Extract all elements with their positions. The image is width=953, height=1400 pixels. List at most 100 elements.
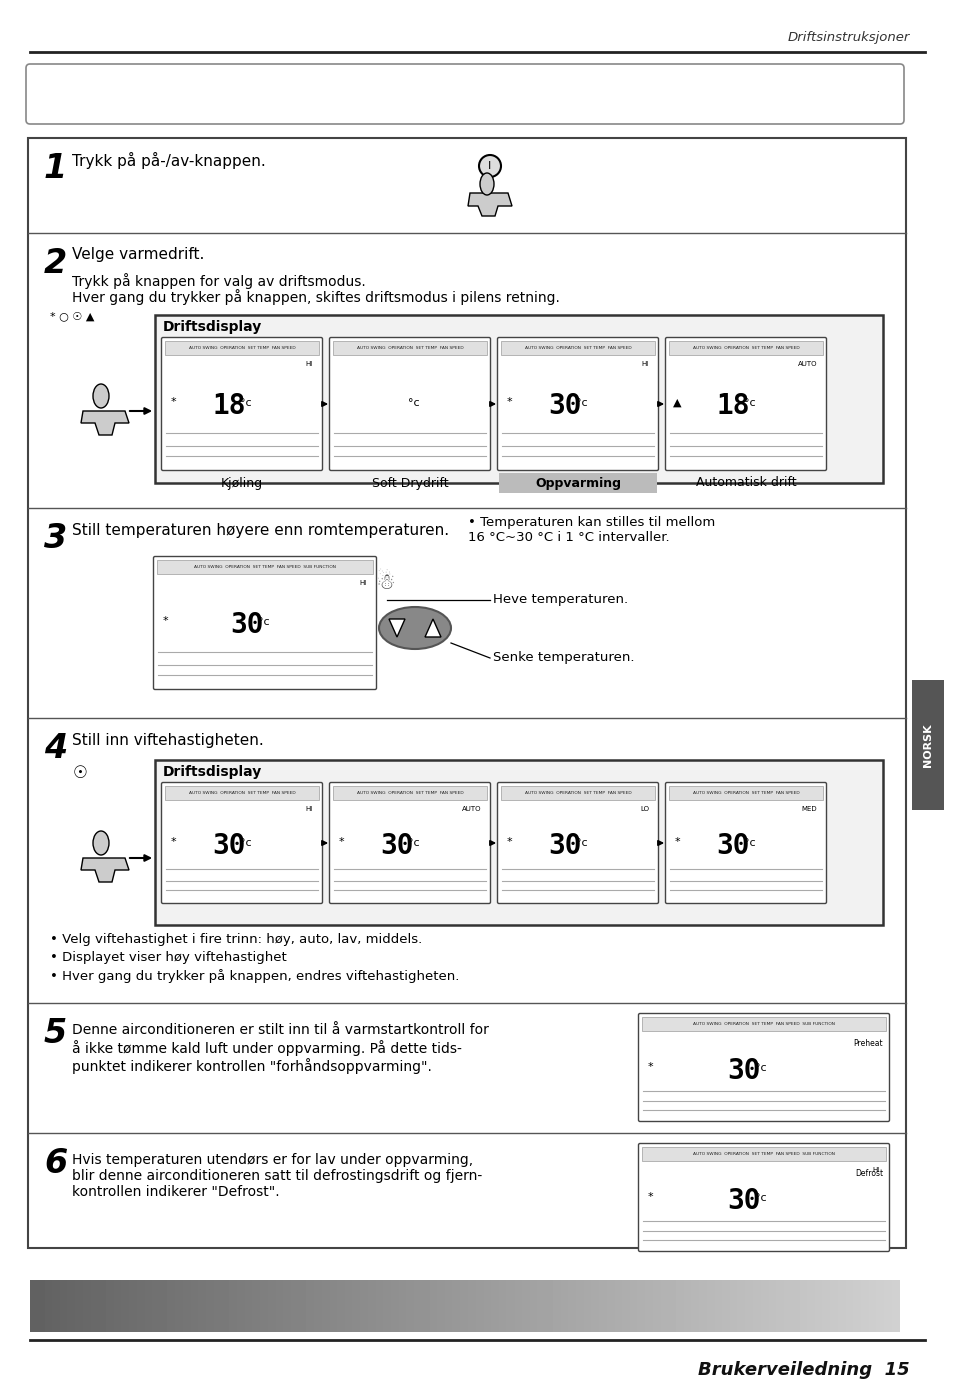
Text: AUTO SWING  OPERATION  SET TEMP  FAN SPEED  SUB FUNCTION: AUTO SWING OPERATION SET TEMP FAN SPEED … [193, 566, 335, 568]
Text: 30: 30 [213, 832, 246, 860]
Text: 2: 2 [44, 246, 67, 280]
Circle shape [478, 155, 500, 176]
Text: ▲: ▲ [672, 398, 680, 407]
Text: °c: °c [240, 398, 252, 409]
Text: °c: °c [743, 398, 755, 409]
Text: 6: 6 [44, 1147, 67, 1180]
FancyBboxPatch shape [153, 556, 376, 690]
Text: HI: HI [305, 361, 313, 367]
Text: °c: °c [240, 837, 252, 848]
Text: °c: °c [408, 837, 419, 848]
Text: 30: 30 [548, 832, 581, 860]
Text: HI: HI [641, 361, 648, 367]
Bar [500, 785, 655, 799]
Text: Denne airconditioneren er stilt inn til å varmstartkontroll for
å ikke tømme kal: Denne airconditioneren er stilt inn til … [71, 1023, 488, 1074]
FancyBboxPatch shape [161, 337, 322, 470]
Text: *: * [506, 398, 511, 407]
Text: • Velg viftehastighet i fire trinn: høy, auto, lav, middels.: • Velg viftehastighet i fire trinn: høy,… [50, 934, 422, 946]
Text: Still inn viftehastigheten.: Still inn viftehastigheten. [71, 732, 263, 748]
Text: 30: 30 [548, 392, 581, 420]
FancyBboxPatch shape [638, 1014, 888, 1121]
Text: HI: HI [872, 1168, 879, 1173]
Text: 30: 30 [726, 1057, 760, 1085]
Text: *: * [646, 1063, 652, 1072]
Text: LO: LO [639, 806, 648, 812]
Text: AUTO SWING  OPERATION  SET TEMP  FAN SPEED: AUTO SWING OPERATION SET TEMP FAN SPEED [356, 346, 463, 350]
FancyBboxPatch shape [638, 1144, 888, 1252]
Text: Trykk på knappen for valg av driftsmodus.: Trykk på knappen for valg av driftsmodus… [71, 273, 365, 288]
Bar [668, 342, 822, 356]
Text: 1: 1 [44, 153, 67, 185]
FancyBboxPatch shape [154, 760, 882, 925]
Text: HI: HI [305, 806, 313, 812]
Text: • Displayet viser høy viftehastighet: • Displayet viser høy viftehastighet [50, 952, 287, 965]
Ellipse shape [92, 832, 109, 855]
FancyBboxPatch shape [497, 337, 658, 470]
Text: AUTO SWING  OPERATION  SET TEMP  FAN SPEED: AUTO SWING OPERATION SET TEMP FAN SPEED [189, 791, 295, 795]
Text: *: * [646, 1191, 652, 1203]
Text: Brukerveiledning  15: Brukerveiledning 15 [698, 1361, 909, 1379]
Text: AUTO SWING  OPERATION  SET TEMP  FAN SPEED: AUTO SWING OPERATION SET TEMP FAN SPEED [524, 346, 631, 350]
Text: Automatisk drift: Automatisk drift [695, 476, 796, 490]
Text: 4: 4 [44, 732, 67, 764]
Ellipse shape [378, 608, 451, 650]
Text: ☃: ☃ [375, 573, 395, 594]
FancyBboxPatch shape [161, 783, 322, 903]
Text: Soft Drydrift: Soft Drydrift [372, 476, 448, 490]
Text: *: * [337, 837, 343, 847]
Text: *: * [506, 837, 511, 847]
Text: AUTO SWING  OPERATION  SET TEMP  FAN SPEED: AUTO SWING OPERATION SET TEMP FAN SPEED [692, 346, 799, 350]
Text: I: I [488, 161, 491, 171]
Bar [333, 785, 486, 799]
FancyBboxPatch shape [329, 783, 490, 903]
Text: AUTO SWING  OPERATION  SET TEMP  FAN SPEED: AUTO SWING OPERATION SET TEMP FAN SPEED [189, 346, 295, 350]
Text: 18: 18 [716, 392, 749, 420]
FancyBboxPatch shape [665, 337, 825, 470]
Text: Senke temperaturen.: Senke temperaturen. [493, 651, 634, 665]
Bar [668, 785, 822, 799]
Text: 30: 30 [716, 832, 749, 860]
Polygon shape [424, 619, 440, 637]
Text: Oppvarming: Oppvarming [535, 476, 620, 490]
Text: 18: 18 [213, 392, 246, 420]
Text: AUTO SWING  OPERATION  SET TEMP  FAN SPEED  SUB FUNCTION: AUTO SWING OPERATION SET TEMP FAN SPEED … [692, 1022, 834, 1026]
Bar [165, 342, 318, 356]
Text: *: * [162, 616, 168, 626]
Text: Hvis temperaturen utendørs er for lav under oppvarming,
blir denne airconditione: Hvis temperaturen utendørs er for lav un… [71, 1154, 482, 1200]
Text: Heve temperaturen.: Heve temperaturen. [493, 594, 627, 606]
Text: AUTO: AUTO [461, 806, 480, 812]
Text: 30: 30 [231, 612, 264, 640]
FancyBboxPatch shape [911, 680, 943, 811]
Text: Kjøling: Kjøling [221, 476, 263, 490]
Text: °c: °c [576, 837, 587, 848]
Text: 30: 30 [380, 832, 414, 860]
Text: Preheat: Preheat [853, 1039, 882, 1049]
Text: NORSK: NORSK [923, 724, 932, 767]
Text: Still temperaturen høyere enn romtemperaturen.: Still temperaturen høyere enn romtempera… [71, 522, 449, 538]
Text: AUTO SWING  OPERATION  SET TEMP  FAN SPEED: AUTO SWING OPERATION SET TEMP FAN SPEED [356, 791, 463, 795]
FancyBboxPatch shape [28, 139, 905, 1247]
Text: 3: 3 [44, 522, 67, 554]
FancyBboxPatch shape [154, 315, 882, 483]
Polygon shape [468, 193, 512, 216]
Text: AUTO SWING  OPERATION  SET TEMP  FAN SPEED: AUTO SWING OPERATION SET TEMP FAN SPEED [524, 791, 631, 795]
FancyBboxPatch shape [665, 783, 825, 903]
Text: °c: °c [743, 837, 755, 848]
Text: 5: 5 [44, 1016, 67, 1050]
Text: Oppvarmingsmodus (kun varmepumpemodell): Oppvarmingsmodus (kun varmepumpemodell) [52, 85, 614, 105]
Text: AUTO SWING  OPERATION  SET TEMP  FAN SPEED  SUB FUNCTION: AUTO SWING OPERATION SET TEMP FAN SPEED … [692, 1152, 834, 1156]
Text: °c: °c [258, 617, 270, 627]
Text: Trykk på på-/av-knappen.: Trykk på på-/av-knappen. [71, 151, 266, 168]
Text: AUTO: AUTO [797, 361, 816, 367]
Text: AUTO SWING  OPERATION  SET TEMP  FAN SPEED: AUTO SWING OPERATION SET TEMP FAN SPEED [692, 791, 799, 795]
Bar [165, 785, 318, 799]
Text: HI: HI [359, 580, 367, 587]
Text: °c: °c [755, 1193, 766, 1203]
Text: Driftsdisplay: Driftsdisplay [163, 764, 262, 778]
Bar [498, 473, 657, 493]
FancyBboxPatch shape [497, 783, 658, 903]
Text: Defrost: Defrost [854, 1169, 882, 1177]
Bar [500, 342, 655, 356]
Ellipse shape [479, 174, 494, 195]
Text: *: * [170, 837, 175, 847]
